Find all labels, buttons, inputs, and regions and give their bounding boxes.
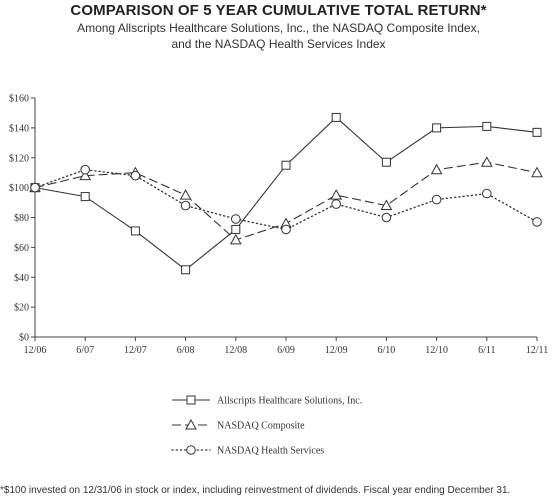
data-point: [482, 188, 492, 199]
x-tick-label: 12/11: [526, 345, 548, 356]
footnote: *$100 invested on 12/31/06 in stock or i…: [0, 485, 511, 496]
data-point: [381, 212, 392, 223]
chart-title: COMPARISON OF 5 YEAR CUMULATIVE TOTAL RE…: [70, 2, 487, 19]
data-point: [281, 224, 291, 235]
data-point: [532, 217, 542, 227]
chart-legend: Allscripts Healthcare Solutions, Inc. NAS…: [171, 395, 362, 457]
legend-marker: [186, 445, 196, 455]
x-tick-label: 12/10: [425, 345, 448, 356]
y-tick-label: $20: [14, 303, 29, 314]
data-point: [80, 192, 90, 202]
data-point: [532, 127, 542, 137]
chart-subtitle-line-1: Among Allscripts Healthcare Solutions, I…: [77, 21, 480, 35]
legend-label: Allscripts Healthcare Solutions, Inc.: [217, 396, 362, 407]
y-tick-label: $120: [9, 153, 29, 164]
legend-label: NASDAQ Composite: [217, 421, 305, 432]
legend-item: Allscripts Healthcare Solutions, Inc.: [172, 395, 362, 407]
data-point: [330, 189, 343, 200]
legend-item: NASDAQ Health Services: [171, 445, 324, 457]
data-point: [432, 123, 442, 133]
y-tick-label: $60: [14, 243, 29, 254]
legend-label: NASDAQ Health Services: [217, 446, 324, 457]
y-tick-label: $0: [19, 333, 29, 344]
x-tick-label: 12/06: [24, 345, 47, 356]
series-square: [30, 112, 542, 275]
x-tick-label: 6/11: [478, 345, 495, 356]
legend-item: NASDAQ Composite: [172, 418, 305, 432]
x-tick-label: 12/09: [325, 345, 348, 356]
data-point: [179, 189, 192, 200]
data-point: [331, 112, 341, 122]
legend-marker: [185, 418, 197, 430]
data-point: [30, 182, 40, 193]
y-tick-label: $160: [9, 94, 29, 105]
chart-subtitle-line-2: and the NASDAQ Health Services Index: [171, 37, 386, 51]
y-tick-label: $100: [9, 183, 29, 194]
x-tick-label: 6/09: [277, 345, 295, 356]
data-point: [281, 160, 291, 170]
data-point: [130, 226, 140, 236]
data-point: [381, 157, 391, 167]
x-tick-label: 12/07: [124, 345, 147, 356]
series-line: [34, 116, 538, 271]
x-tick-label: 6/08: [177, 345, 195, 356]
data-point: [130, 170, 141, 181]
data-point: [331, 199, 342, 209]
y-tick-label: $140: [9, 123, 29, 134]
y-axis-ticks: $0 $20 $40 $60 $80 $100 $120 $140 $160: [9, 94, 35, 344]
data-point: [181, 265, 191, 275]
data-point: [380, 199, 393, 211]
x-tick-label: 6/07: [76, 345, 94, 356]
y-tick-label: $40: [14, 273, 29, 284]
data-point: [229, 233, 242, 245]
data-point: [231, 224, 241, 234]
chart-series: [29, 112, 543, 275]
x-axis-ticks: 12/06 6/07 12/07 6/08 12/08 6/09 12/09 6/10 12/1…: [24, 337, 548, 356]
data-point: [80, 164, 90, 175]
data-point: [231, 214, 241, 224]
data-point: [180, 200, 191, 211]
series-circle: [30, 164, 542, 235]
data-point: [431, 194, 442, 205]
data-point: [79, 169, 92, 181]
data-point: [430, 163, 443, 175]
data-point: [531, 166, 543, 178]
y-tick-label: $80: [14, 213, 29, 224]
legend-marker: [186, 395, 196, 405]
x-tick-label: 12/08: [224, 345, 247, 356]
data-point: [480, 156, 493, 167]
data-point: [482, 121, 492, 131]
x-tick-label: 6/10: [378, 345, 396, 356]
